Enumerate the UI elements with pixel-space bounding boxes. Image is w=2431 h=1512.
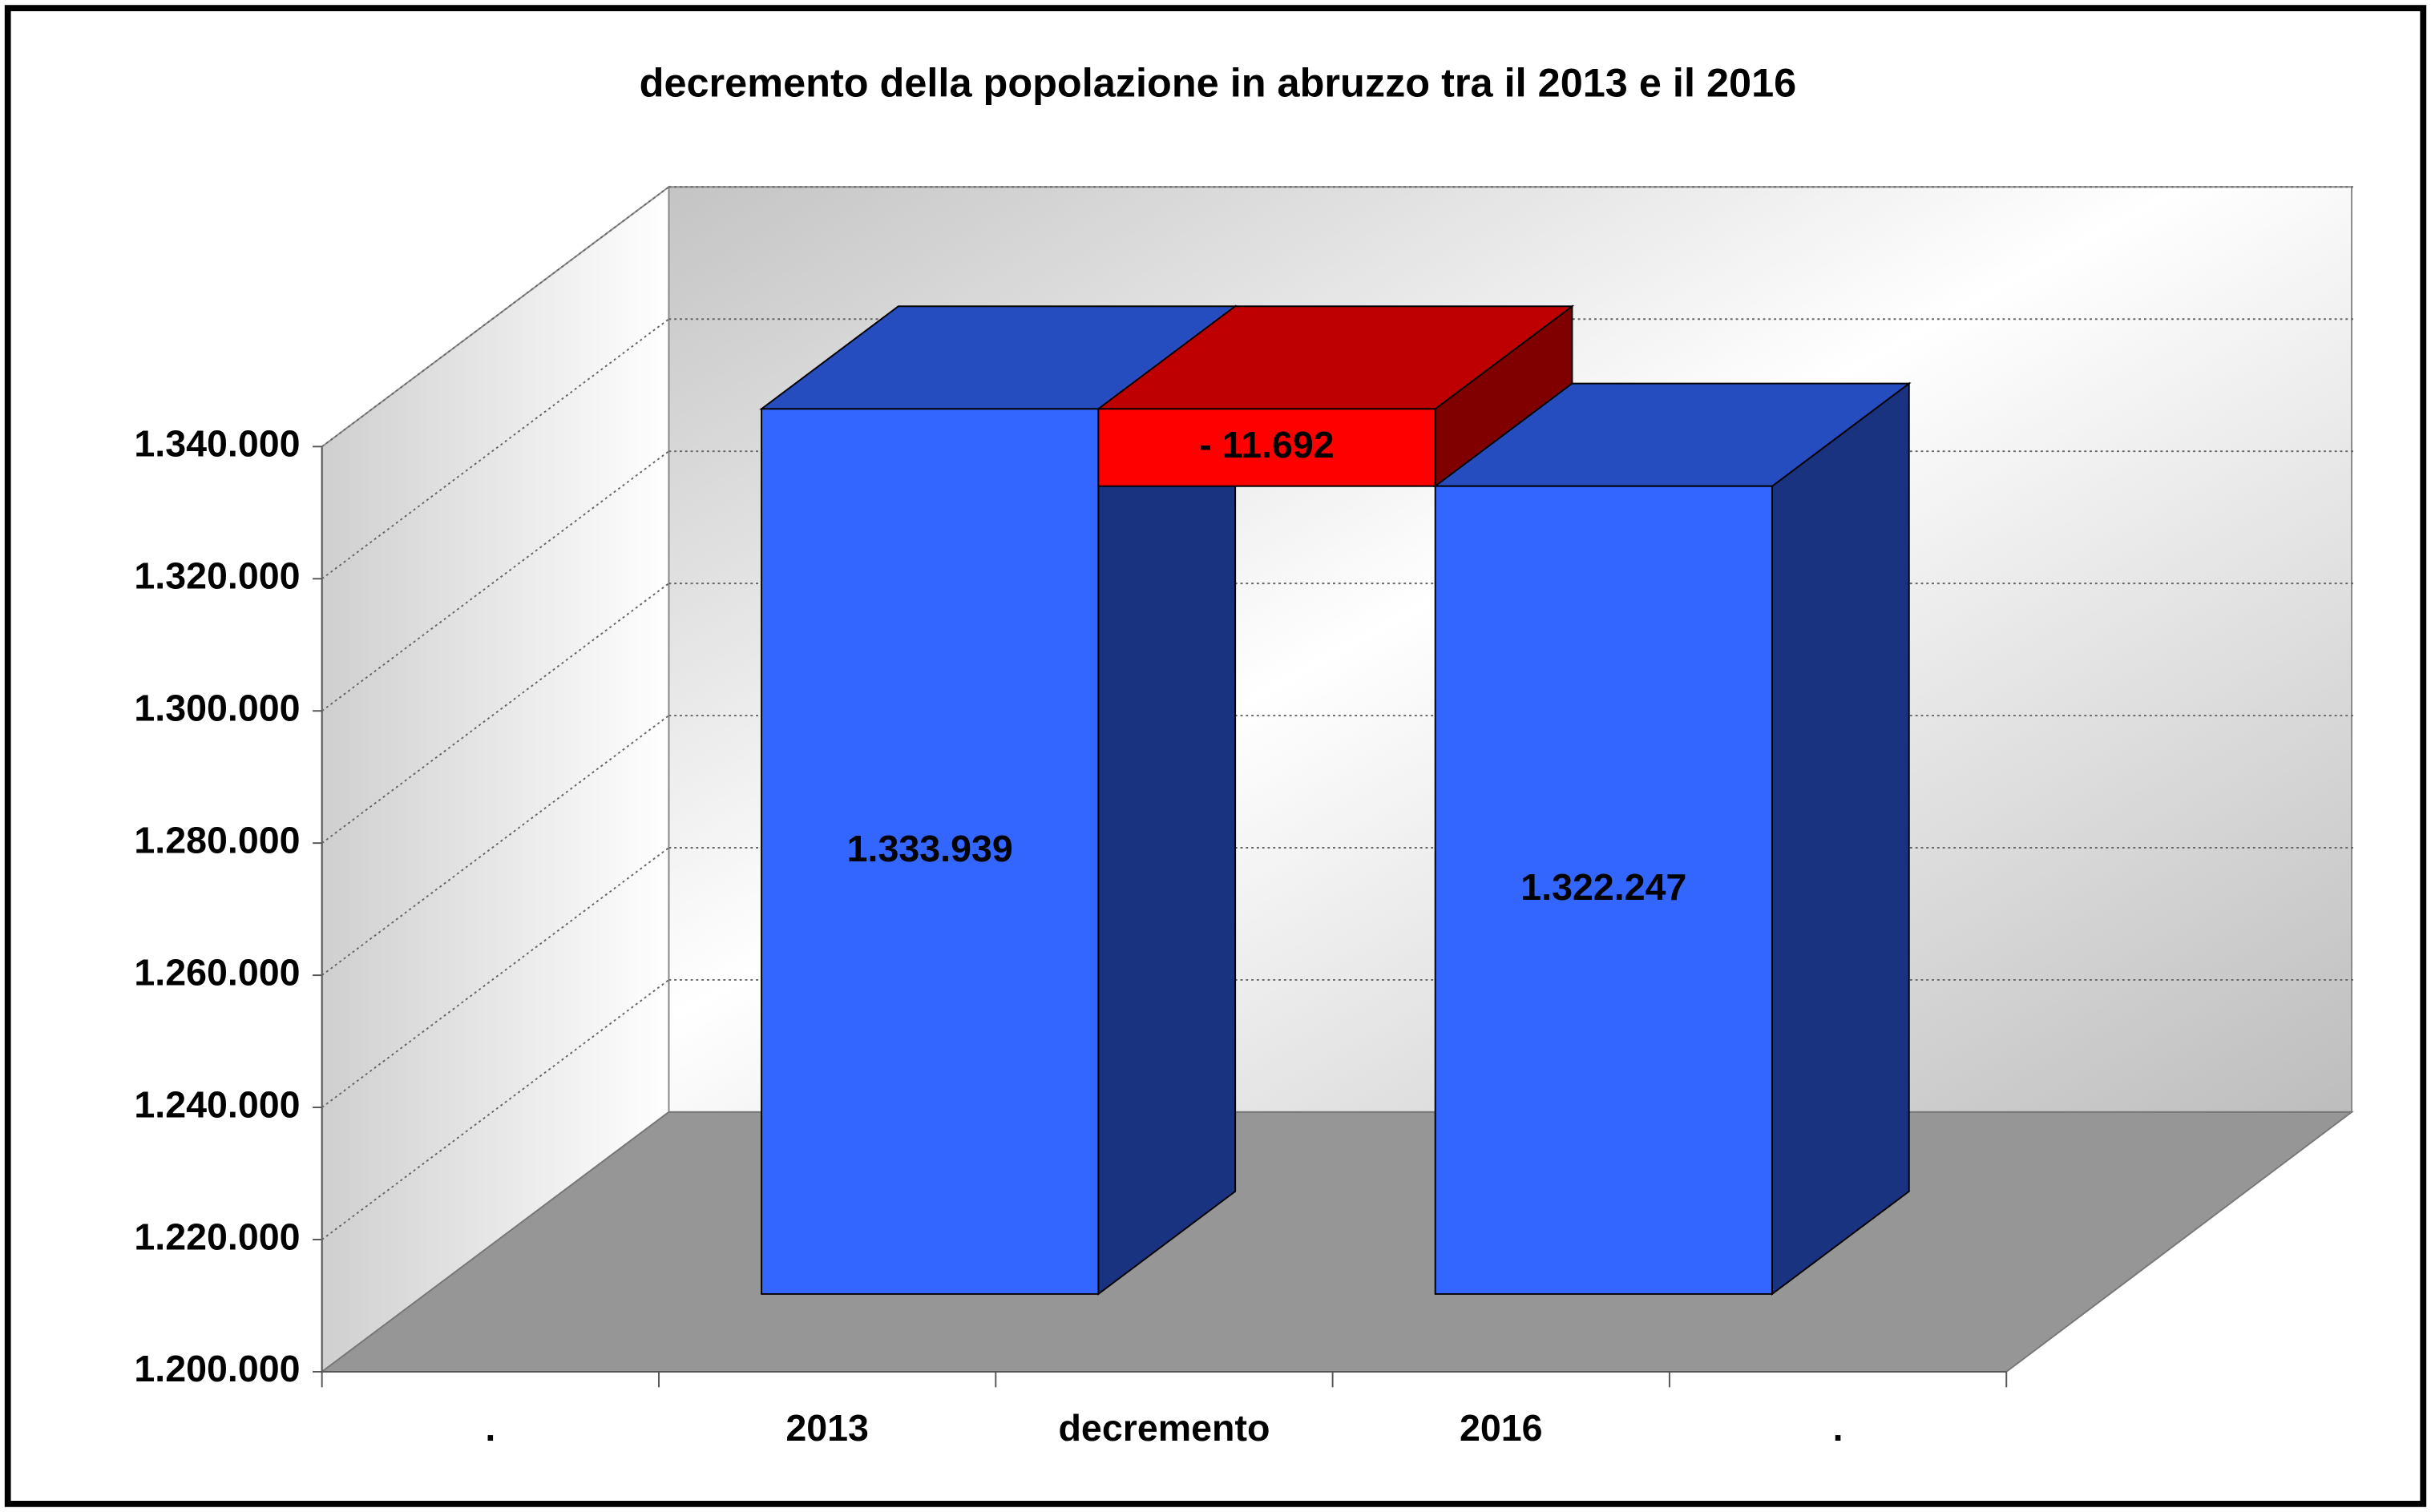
bar (1097, 408, 1436, 487)
y-tick-label: 1.320.000 (134, 555, 300, 597)
x-tick-label: decremento (1058, 1407, 1270, 1449)
y-tick-label: 1.280.000 (134, 819, 300, 861)
y-tick-label: 1.240.000 (134, 1083, 300, 1125)
y-tick-label: 1.300.000 (134, 687, 300, 729)
x-tick-label: 2013 (785, 1407, 869, 1449)
y-tick-label: 1.200.000 (134, 1348, 300, 1389)
grid-line (321, 979, 669, 1240)
y-tick-label: 1.260.000 (134, 951, 300, 993)
chart-title: decremento della popolazione in abruzzo … (640, 59, 1797, 105)
data-label: 1.333.939 (847, 828, 1013, 869)
grid-line (321, 186, 669, 448)
bar (1434, 485, 1773, 1295)
x-tick-label: . (1833, 1407, 1843, 1449)
x-tick-label: . (485, 1407, 495, 1449)
x-tick-label: 2016 (1460, 1407, 1543, 1449)
y-tick-label: 1.220.000 (134, 1216, 300, 1257)
grid-line (321, 715, 669, 976)
grid-line (321, 583, 669, 844)
bar (761, 408, 1100, 1295)
data-label: 1.322.247 (1520, 866, 1686, 908)
grid-line (321, 318, 669, 580)
grid-line (321, 450, 669, 712)
y-tick-label: 1.340.000 (134, 423, 300, 465)
grid-line (321, 847, 669, 1108)
data-label: - 11.692 (1199, 424, 1334, 466)
bar-side (1771, 381, 1910, 1296)
floor (319, 1111, 2354, 1373)
